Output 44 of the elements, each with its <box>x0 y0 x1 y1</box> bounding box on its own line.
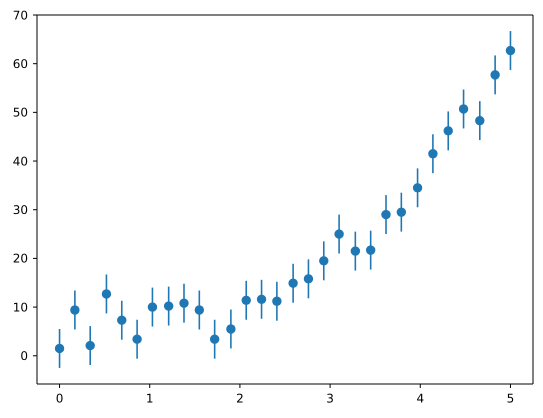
point <box>117 316 126 325</box>
point <box>210 334 220 344</box>
y-tick-label: 30 <box>12 202 28 217</box>
point <box>226 324 236 334</box>
point <box>86 340 95 350</box>
x-tick-label: 4 <box>416 392 424 406</box>
point <box>272 296 282 306</box>
point <box>132 334 142 344</box>
point <box>256 294 266 304</box>
x-tick-label: 2 <box>236 392 244 406</box>
y-tick-label: 20 <box>12 252 28 266</box>
point <box>458 104 468 114</box>
x-tick-label: 1 <box>146 392 154 406</box>
point <box>148 302 158 312</box>
point <box>506 46 516 56</box>
y-tick-label: 10 <box>12 300 28 314</box>
point <box>334 229 344 239</box>
point <box>288 278 298 288</box>
y-tick-label: 60 <box>12 56 28 71</box>
point <box>490 70 500 80</box>
point <box>194 305 204 315</box>
point <box>70 305 80 315</box>
point <box>412 183 422 193</box>
point <box>366 245 376 255</box>
y-tick-label: 40 <box>12 154 28 168</box>
point <box>350 246 360 256</box>
y-tick-label: 50 <box>12 106 28 120</box>
point <box>319 256 328 266</box>
point <box>396 207 406 217</box>
y-tick-label: 70 <box>12 8 28 22</box>
x-tick-label: 3 <box>326 392 334 406</box>
point <box>428 149 438 158</box>
point <box>164 301 174 311</box>
point <box>179 298 189 308</box>
x-tick-label: 0 <box>56 392 64 406</box>
point <box>381 210 391 220</box>
y-tick-label: 0 <box>20 349 28 364</box>
point <box>102 289 112 299</box>
point <box>304 274 314 284</box>
point <box>54 344 64 354</box>
x-tick-label: 5 <box>506 392 514 406</box>
point <box>444 126 453 136</box>
point <box>475 116 484 126</box>
point <box>242 296 251 305</box>
